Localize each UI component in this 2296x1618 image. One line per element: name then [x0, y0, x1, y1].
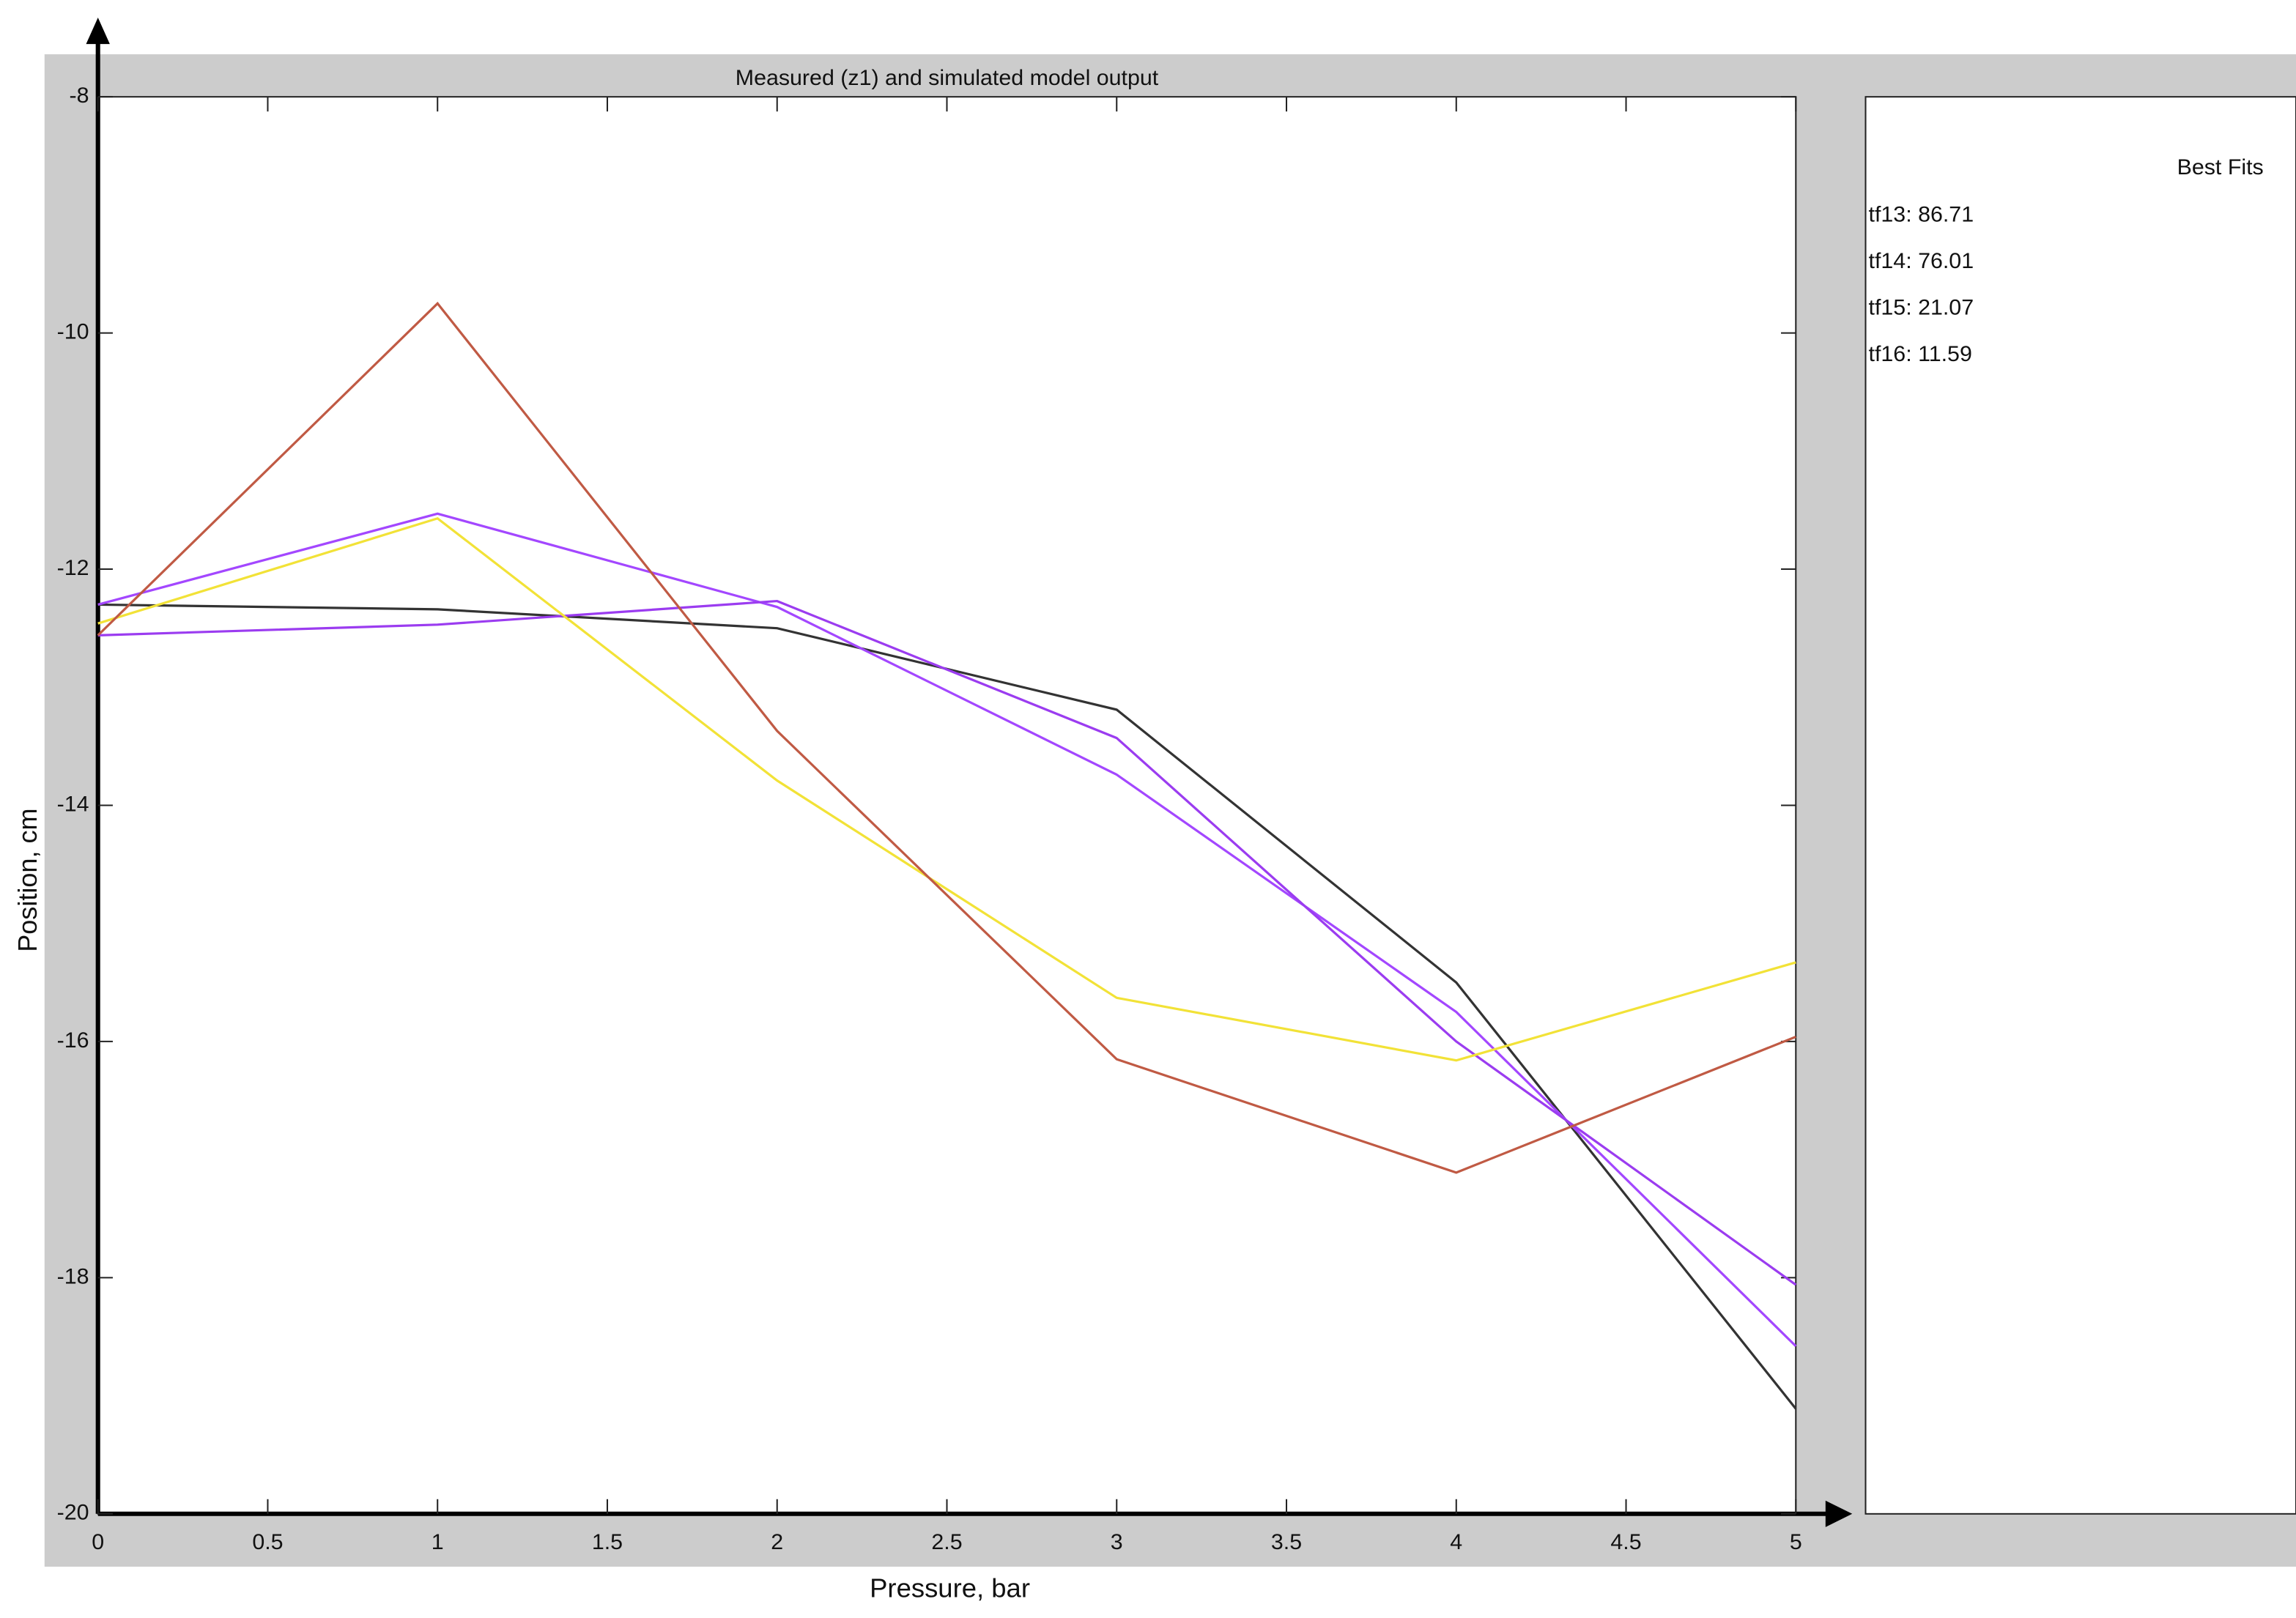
y-tick-label: -8 — [70, 84, 89, 108]
y-tick-label: -20 — [57, 1501, 89, 1525]
x-tick-label: 5 — [1790, 1530, 1802, 1554]
series-line — [97, 599, 1797, 1286]
x-tick-label: 2.5 — [931, 1530, 962, 1554]
legend-entry: tf15: 21.07 — [1869, 295, 1974, 319]
x-tick-label: 0 — [92, 1530, 104, 1554]
y-arrow — [86, 18, 110, 45]
x-axis-label: Pressure, bar — [870, 1573, 1030, 1603]
legend-panel — [1864, 96, 2296, 1515]
y-tick-label: -14 — [57, 793, 89, 817]
legend-entry: tf14: 76.01 — [1869, 249, 1974, 273]
legend-entry: tf13: 86.71 — [1869, 202, 1974, 226]
x-tick-label: 3.5 — [1271, 1530, 1302, 1554]
x-tick-label: 3 — [1111, 1530, 1123, 1554]
x-tick-label: 1 — [432, 1530, 444, 1554]
x-tick-label: 0.5 — [252, 1530, 283, 1554]
y-axis-label: Position, cm — [12, 808, 42, 951]
plot-area — [97, 96, 1797, 1515]
x-tick-label: 4 — [1450, 1530, 1462, 1554]
y-tick-label: -18 — [57, 1264, 89, 1288]
series-line — [97, 301, 1796, 1174]
y-tick-label: -12 — [57, 556, 89, 580]
x-tick-label: 2 — [771, 1530, 783, 1554]
series-line — [97, 512, 1797, 1348]
y-tick-label: -10 — [57, 320, 89, 344]
chart-title: Measured (z1) and simulated model output — [736, 66, 1159, 90]
x-tick-label: 1.5 — [592, 1530, 623, 1554]
x-arrow — [1825, 1500, 1853, 1527]
legend-title: Best Fits — [2177, 155, 2264, 179]
x-tick-label: 4.5 — [1610, 1530, 1641, 1554]
series-line — [97, 516, 1796, 1062]
legend-entry: tf16: 11.59 — [1869, 342, 1972, 366]
y-tick-label: -16 — [57, 1028, 89, 1053]
